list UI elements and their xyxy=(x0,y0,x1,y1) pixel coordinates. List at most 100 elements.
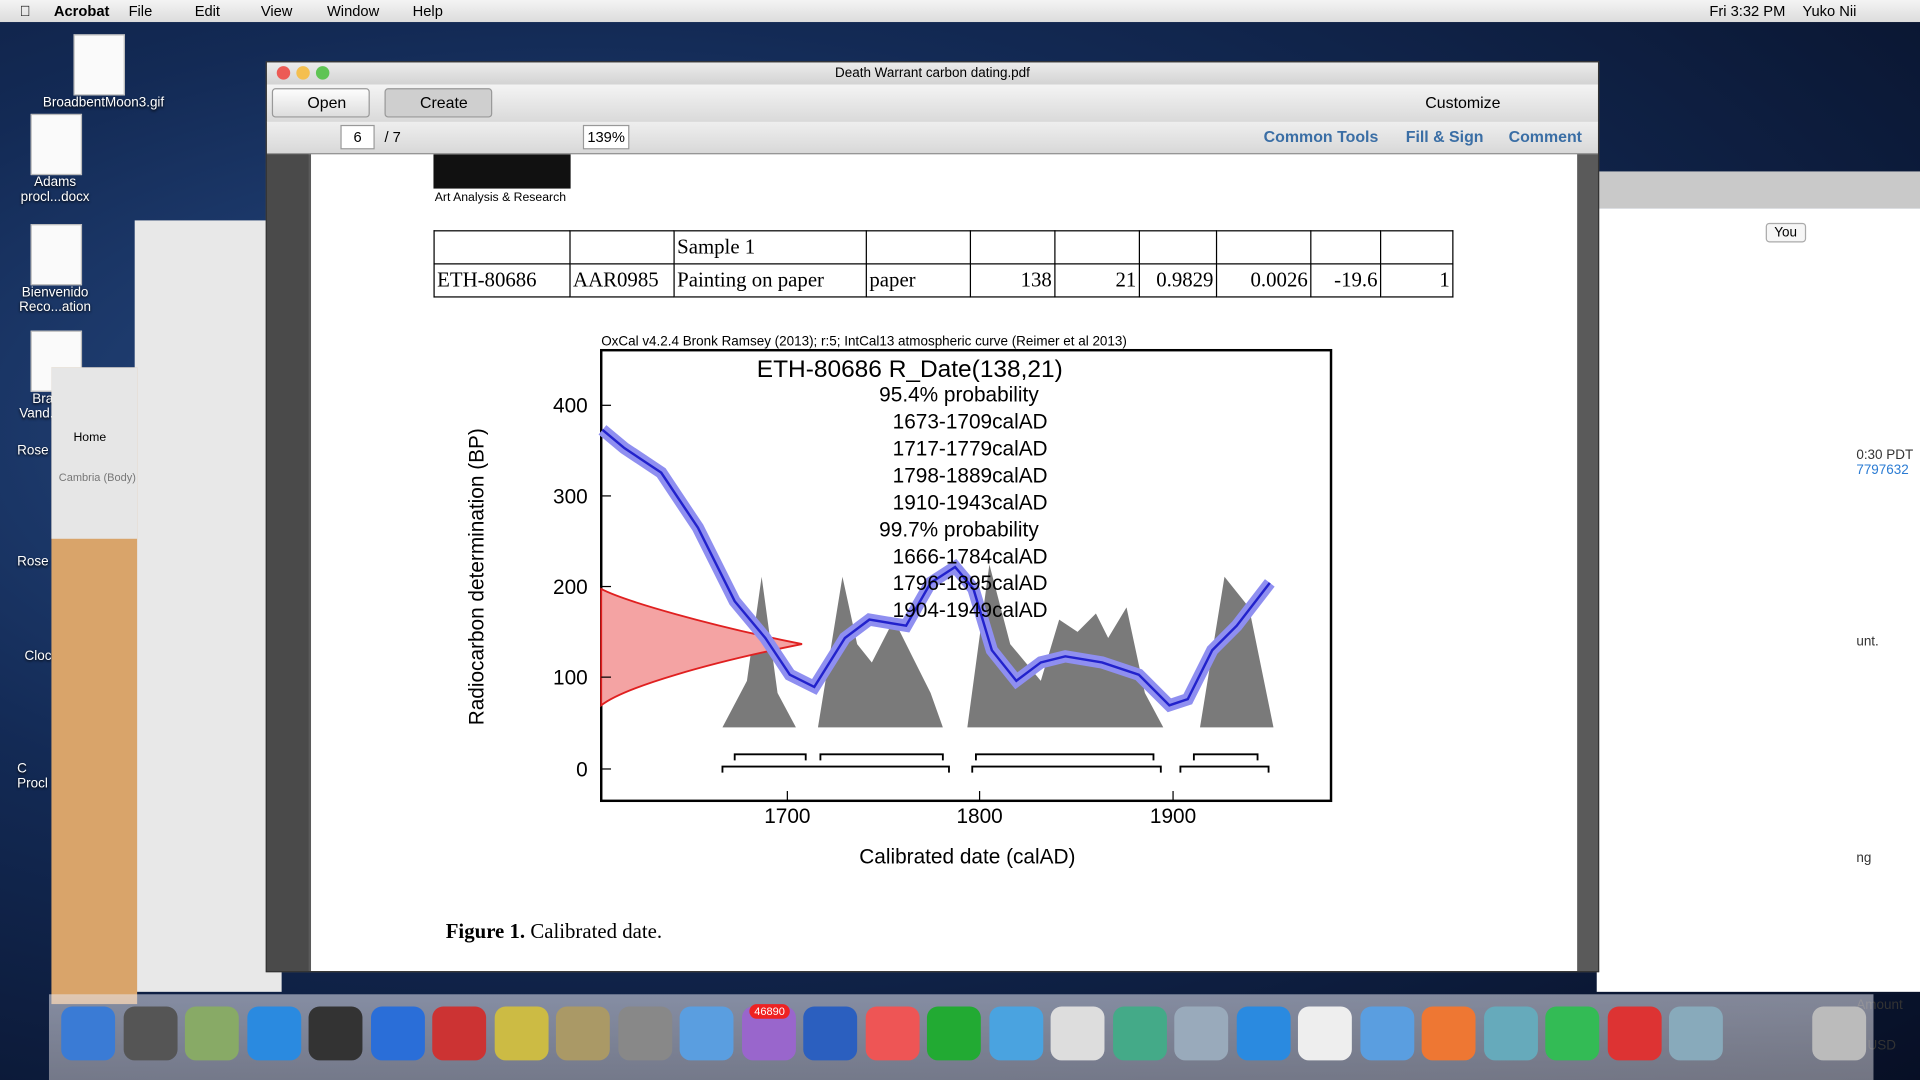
legend-line: 1666-1784calAD xyxy=(893,545,1048,568)
toolbar: Open Create Customize xyxy=(266,84,1598,123)
table-cell: 0.0026 xyxy=(1215,263,1312,298)
tool-tab[interactable]: Fill & Sign xyxy=(1405,127,1484,146)
legend-line: 1798-1889calAD xyxy=(893,464,1048,487)
customize-menu[interactable]: Customize xyxy=(1425,93,1501,112)
table-header: Sample 1 xyxy=(673,230,867,265)
page-total: / 7 xyxy=(384,128,401,146)
profile-button[interactable]: You xyxy=(1765,222,1806,243)
legend-line: 1910-1943calAD xyxy=(893,491,1048,514)
menu-bar:  Acrobat File Edit View Window Help Fri 3:3… xyxy=(0,0,1920,23)
menu-item[interactable]: Edit xyxy=(194,2,221,20)
dock-icon[interactable] xyxy=(988,1006,1043,1061)
dock-icon[interactable] xyxy=(1112,1006,1167,1061)
legend-line: 1796-1895calAD xyxy=(893,572,1048,595)
figure-source: OxCal v4.2.4 Bronk Ramsey (2013); r:5; I… xyxy=(601,333,1127,348)
x-tick-label: 1900 xyxy=(1150,805,1196,828)
dock-icon[interactable] xyxy=(803,1006,858,1061)
dock-icon[interactable] xyxy=(555,1006,610,1061)
logo xyxy=(433,154,571,189)
dock-icon[interactable] xyxy=(1607,1006,1662,1061)
desktop-text: Rose xyxy=(17,554,49,570)
table-cell: 138 xyxy=(969,263,1056,298)
figure: OxCal v4.2.4 Bronk Ramsey (2013); r:5; I… xyxy=(466,333,1333,868)
y-tick-label: 300 xyxy=(553,485,588,508)
desktop-icon[interactable] xyxy=(30,113,83,176)
table-cell: 0.9829 xyxy=(1138,263,1218,298)
menu-item[interactable]: File xyxy=(128,2,153,20)
dock-icon[interactable] xyxy=(184,1006,239,1061)
x-tick-label: 1800 xyxy=(956,805,1002,828)
dock-icon[interactable] xyxy=(1668,1006,1723,1061)
dock-icon[interactable] xyxy=(123,1006,177,1061)
apple-menu[interactable]:  xyxy=(20,0,31,22)
legend-line: 95.4% probability xyxy=(879,384,1039,407)
dock-icon[interactable] xyxy=(865,1006,919,1061)
clock[interactable]: Fri 3:32 PM xyxy=(1709,2,1786,20)
dock: 46890 xyxy=(48,994,1874,1080)
title-bar: Death Warrant carbon dating.pdf xyxy=(266,62,1598,85)
app-menu[interactable]: Acrobat xyxy=(53,2,110,20)
dock-icon[interactable] xyxy=(1359,1006,1414,1061)
desktop-text: Rose xyxy=(17,443,49,458)
dock-icon[interactable] xyxy=(308,1006,363,1061)
page-input[interactable]: 6 xyxy=(340,124,375,150)
dock-icon[interactable] xyxy=(1174,1006,1229,1061)
dock-icon[interactable] xyxy=(1050,1006,1105,1061)
side-panel xyxy=(266,154,309,972)
legend-line: 1673-1709calAD xyxy=(893,411,1048,434)
dock-icon[interactable] xyxy=(494,1006,548,1061)
dock-icon[interactable] xyxy=(246,1006,301,1061)
menu-item[interactable]: Help xyxy=(412,2,443,20)
table-cell: -19.6 xyxy=(1310,263,1382,298)
background-text: ng xyxy=(1856,851,1872,866)
table-cell: paper xyxy=(865,263,972,298)
dock-icon[interactable] xyxy=(617,1006,672,1061)
dock-icon[interactable] xyxy=(1545,1006,1600,1061)
tool-tab[interactable]: Common Tools xyxy=(1263,127,1379,146)
acrobat-window: Death Warrant carbon dating.pdf Open Cre… xyxy=(265,61,1600,973)
desktop-icon-label: Adams procl...docx xyxy=(20,175,90,205)
home-tab[interactable]: Home xyxy=(73,431,107,445)
dock-icon[interactable] xyxy=(1297,1006,1352,1061)
dock-icon[interactable] xyxy=(1236,1006,1291,1061)
caption-text: Calibrated date. xyxy=(530,919,663,943)
table-cell: 1 xyxy=(1380,263,1454,298)
desktop-icon[interactable] xyxy=(30,224,83,286)
font-box[interactable]: Cambria (Body) xyxy=(58,471,136,484)
dock-icon[interactable] xyxy=(61,1006,116,1061)
figure-title: ETH-80686 R_Date(138,21) xyxy=(757,356,1063,383)
dock-icon[interactable] xyxy=(679,1006,734,1061)
table-cell: 21 xyxy=(1054,263,1141,298)
browser-window-right: You 0:30 PDT 7797632 unt. ng Amount 9 USD xyxy=(1596,208,1920,1053)
tool-tab[interactable]: Comment xyxy=(1508,127,1582,146)
word-window-bg: Home Cambria (Body) xyxy=(51,367,138,1005)
background-text: 0:30 PDT xyxy=(1856,448,1914,463)
desktop-icon-label: BroadbentMoon3.gif xyxy=(42,95,165,111)
pdf-page: Art Analysis & Research Sample 1 ETH-806… xyxy=(311,154,1578,972)
dock-icon[interactable] xyxy=(370,1006,425,1061)
user-menu[interactable]: Yuko Nii xyxy=(1802,2,1857,20)
y-tick-label: 200 xyxy=(553,576,588,599)
browser-tabs xyxy=(1596,171,1920,209)
dock-icon[interactable] xyxy=(926,1006,981,1061)
dock-icon[interactable] xyxy=(432,1006,487,1061)
nav-toolbar: 6 / 7 139% Common Tools Fill & Sign Commen… xyxy=(266,121,1598,155)
dock-icon[interactable] xyxy=(1421,1006,1476,1061)
desktop-text: Cloc xyxy=(24,648,52,664)
open-button[interactable]: Open xyxy=(271,88,370,118)
trash-icon[interactable] xyxy=(1812,1006,1867,1061)
zoom-input[interactable]: 139% xyxy=(582,124,630,150)
desktop-icon[interactable] xyxy=(73,34,125,96)
menu-item[interactable]: View xyxy=(260,2,293,20)
legend-line: 1904-1949calAD xyxy=(893,599,1048,622)
x-axis-label: Calibrated date (calAD) xyxy=(859,845,1075,868)
dock-icon[interactable] xyxy=(1483,1006,1538,1061)
mail-badge: 46890 xyxy=(749,1004,790,1019)
menu-item[interactable]: Window xyxy=(326,2,380,20)
desktop-text: C Procl xyxy=(17,761,48,792)
create-button[interactable]: Create xyxy=(384,88,493,118)
figure-caption: Figure 1. Calibrated date. xyxy=(446,920,662,944)
y-axis-label: Radiocarbon determination (BP) xyxy=(466,428,489,725)
